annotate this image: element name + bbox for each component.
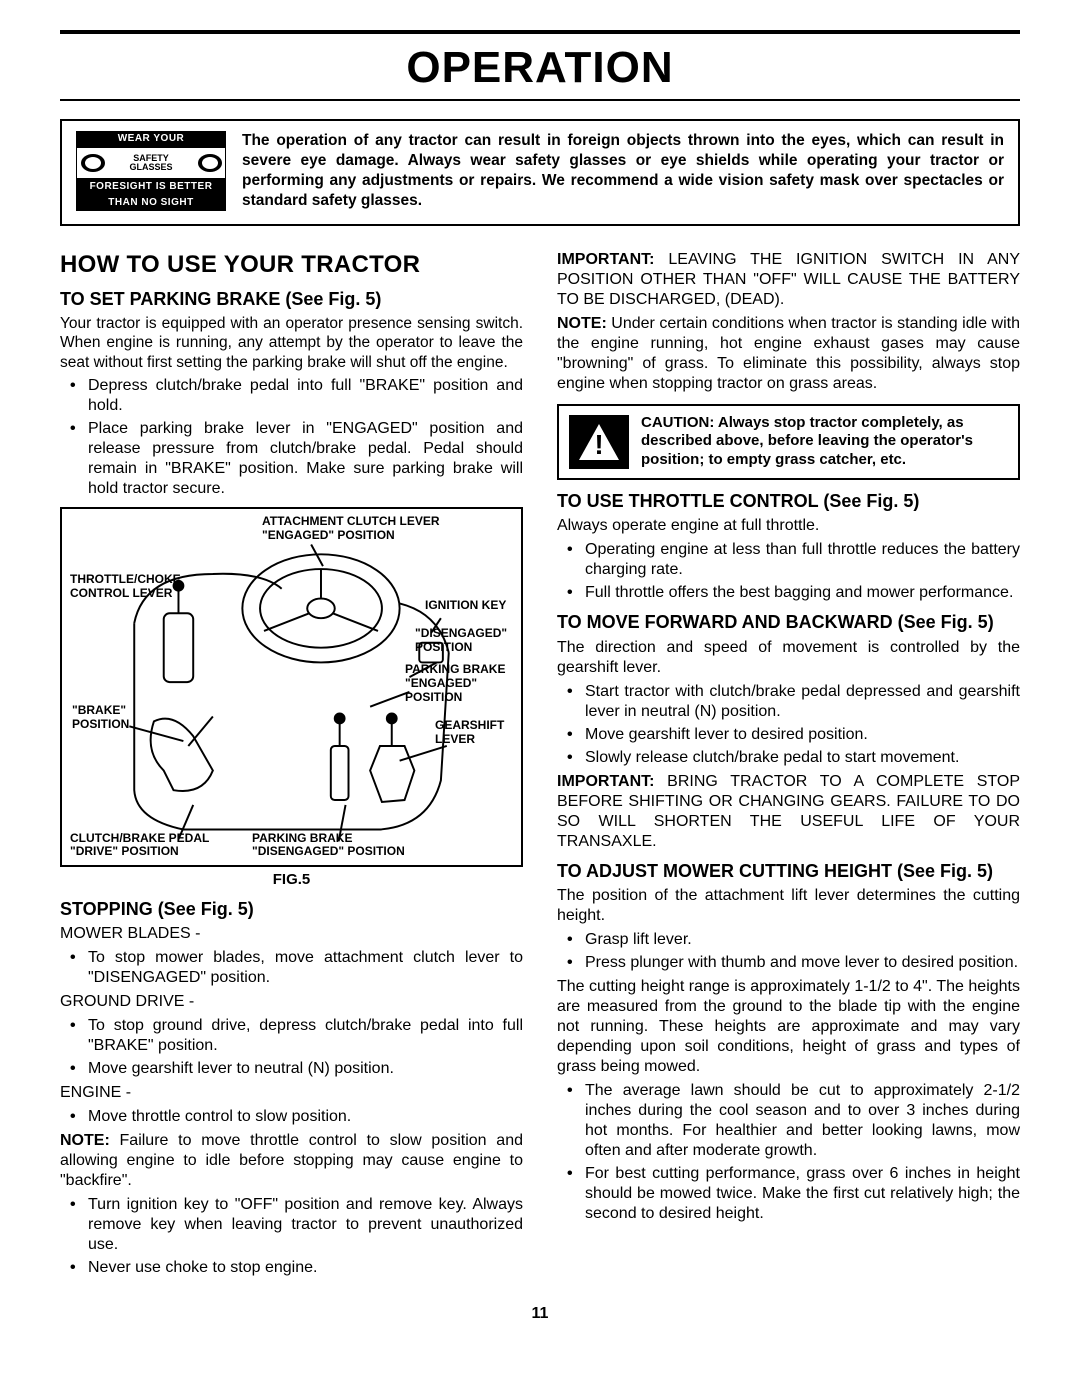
cutting-list-1: Grasp lift lever. Press plunger with thu… [557,930,1020,973]
list-item: Start tractor with clutch/brake pedal de… [557,682,1020,722]
stopping-list-4: Turn ignition key to "OFF" position and … [60,1195,523,1278]
list-item: For best cutting performance, grass over… [557,1164,1020,1224]
engine-label: ENGINE - [60,1083,523,1103]
important-ignition: IMPORTANT: LEAVING THE IGNITION SWITCH I… [557,250,1020,310]
parking-brake-intro: Your tractor is equipped with an operato… [60,314,523,372]
how-to-use-heading: HOW TO USE YOUR TRACTOR [60,250,523,280]
caution-triangle-icon: ! [569,415,629,469]
main-columns: HOW TO USE YOUR TRACTOR TO SET PARKING B… [60,246,1020,1283]
mower-blades-label: MOWER BLADES - [60,924,523,944]
badge-glasses-row: SAFETY GLASSES [76,147,226,179]
fig-label: IGNITION KEY [425,599,515,613]
list-item: Move gearshift lever to neutral (N) posi… [60,1059,523,1079]
cutting-height-heading: TO ADJUST MOWER CUTTING HEIGHT (See Fig.… [557,860,1020,883]
left-column: HOW TO USE YOUR TRACTOR TO SET PARKING B… [60,246,523,1283]
stopping-list-2: To stop ground drive, depress clutch/bra… [60,1016,523,1079]
list-item: Move gearshift lever to desired position… [557,725,1020,745]
fig-label: "DISENGAGED" POSITION [415,627,515,655]
figure-caption: FIG.5 [60,871,523,890]
parking-brake-heading: TO SET PARKING BRAKE (See Fig. 5) [60,288,523,311]
fig-label: THROTTLE/CHOKE CONTROL LEVER [70,573,200,601]
stopping-list-3: Move throttle control to slow position. [60,1107,523,1127]
list-item: Grasp lift lever. [557,930,1020,950]
cutting-intro: The position of the attachment lift leve… [557,886,1020,926]
safety-glasses-badge: WEAR YOUR SAFETY GLASSES FORESIGHT IS BE… [76,131,226,211]
move-intro: The direction and speed of movement is c… [557,638,1020,678]
list-item: Operating engine at less than full throt… [557,540,1020,580]
list-item: Never use choke to stop engine. [60,1258,523,1278]
caution-text: CAUTION: Always stop tractor completely,… [641,414,1008,470]
list-item: The average lawn should be cut to approx… [557,1081,1020,1161]
cutting-list-2: The average lawn should be cut to approx… [557,1081,1020,1224]
stopping-list-1: To stop mower blades, move attachment cl… [60,948,523,988]
right-column: IMPORTANT: LEAVING THE IGNITION SWITCH I… [557,246,1020,1283]
fig-label: GEARSHIFT LEVER [435,719,515,747]
ground-drive-label: GROUND DRIVE - [60,992,523,1012]
stopping-heading: STOPPING (See Fig. 5) [60,898,523,921]
page-number: 11 [60,1304,1020,1324]
fig-label: PARKING BRAKE "ENGAGED" POSITION [405,663,515,704]
fig-label: CLUTCH/BRAKE PEDAL "DRIVE" POSITION [70,832,220,860]
fig-label: "BRAKE" POSITION [72,704,142,732]
badge-bot2: THAN NO SIGHT [76,195,226,211]
caution-box: ! CAUTION: Always stop tractor completel… [557,404,1020,480]
throttle-list: Operating engine at less than full throt… [557,540,1020,603]
note-text: Under certain conditions when tractor is… [557,315,1020,392]
list-item: To stop ground drive, depress clutch/bra… [60,1016,523,1056]
move-heading: TO MOVE FORWARD AND BACKWARD (See Fig. 5… [557,611,1020,634]
list-item: To stop mower blades, move attachment cl… [60,948,523,988]
parking-brake-list: Depress clutch/brake pedal into full "BR… [60,376,523,499]
throttle-heading: TO USE THROTTLE CONTROL (See Fig. 5) [557,490,1020,513]
note-label: NOTE: [557,315,607,332]
move-list: Start tractor with clutch/brake pedal de… [557,682,1020,768]
title-underline [60,99,1020,101]
list-item: Place parking brake lever in "ENGAGED" p… [60,419,523,499]
important-transaxle: IMPORTANT: BRING TRACTOR TO A COMPLETE S… [557,772,1020,852]
svg-text:!: ! [594,429,603,460]
figure-5-box: ATTACHMENT CLUTCH LEVER "ENGAGED" POSITI… [60,507,523,867]
important-label: IMPORTANT: [557,251,654,268]
top-rule [60,30,1020,34]
list-item: Move throttle control to slow position. [60,1107,523,1127]
warning-text: The operation of any tractor can result … [242,131,1004,212]
page-title: OPERATION [60,40,1020,95]
list-item: Turn ignition key to "OFF" position and … [60,1195,523,1255]
throttle-intro: Always operate engine at full throttle. [557,516,1020,536]
list-item: Full throttle offers the best bagging an… [557,583,1020,603]
goggle-right-icon [196,152,223,174]
cutting-range: The cutting height range is approximatel… [557,977,1020,1077]
badge-bot1: FORESIGHT IS BETTER [76,179,226,195]
backfire-note: NOTE:NOTE: Failure to move throttle cont… [60,1131,523,1191]
badge-mid-label: SAFETY GLASSES [112,154,190,172]
list-item: Depress clutch/brake pedal into full "BR… [60,376,523,416]
note-browning: NOTE: Under certain conditions when trac… [557,314,1020,394]
badge-top-bar: WEAR YOUR [76,131,226,147]
important-label: IMPORTANT: [557,773,654,790]
list-item: Slowly release clutch/brake pedal to sta… [557,748,1020,768]
fig-label: ATTACHMENT CLUTCH LEVER "ENGAGED" POSITI… [262,515,442,543]
safety-warning-box: WEAR YOUR SAFETY GLASSES FORESIGHT IS BE… [60,119,1020,226]
list-item: Press plunger with thumb and move lever … [557,953,1020,973]
fig-label: PARKING BRAKE "DISENGAGED" POSITION [252,832,442,860]
goggle-left-icon [79,152,106,174]
